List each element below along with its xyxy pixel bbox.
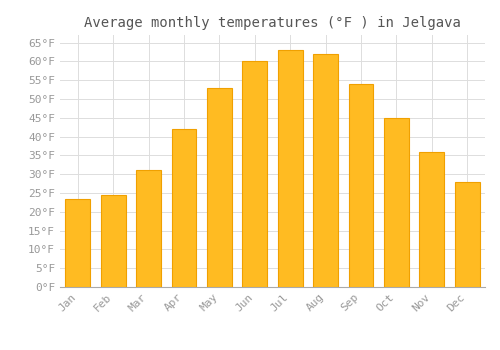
Bar: [242, 61, 267, 287]
Bar: [100, 195, 126, 287]
Title: Average monthly temperatures (°F ) in Jelgava: Average monthly temperatures (°F ) in Je…: [84, 16, 461, 30]
Bar: [313, 54, 338, 287]
Bar: [455, 182, 479, 287]
Bar: [207, 88, 232, 287]
Bar: [420, 152, 444, 287]
Bar: [136, 170, 161, 287]
Bar: [278, 50, 302, 287]
Bar: [66, 198, 90, 287]
Bar: [384, 118, 409, 287]
Bar: [172, 129, 196, 287]
Bar: [348, 84, 374, 287]
